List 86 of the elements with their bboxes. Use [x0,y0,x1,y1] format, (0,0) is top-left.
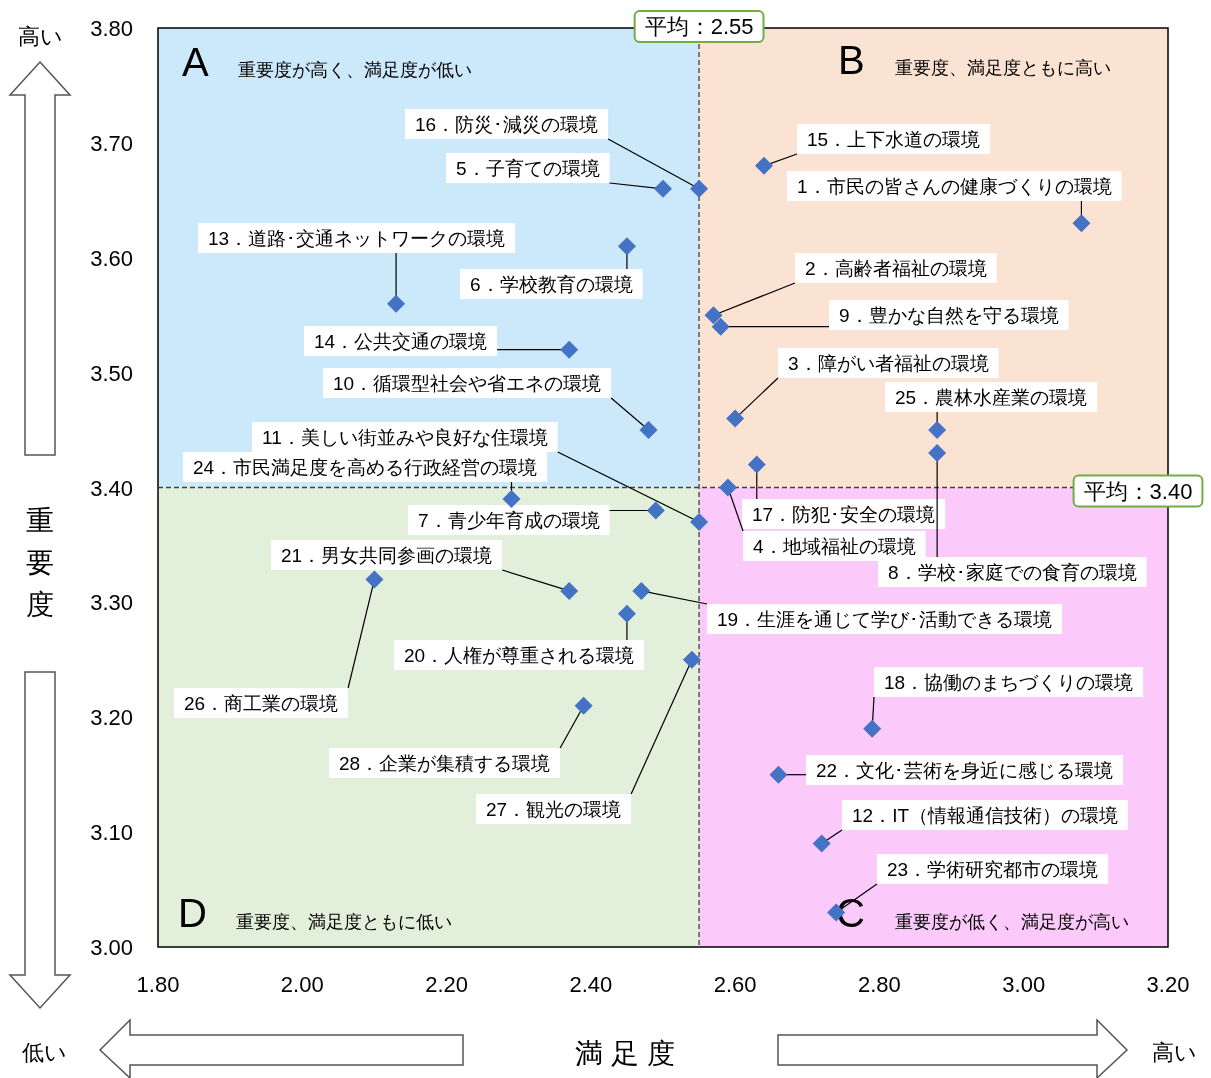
y-tick-label: 3.00 [90,935,133,960]
annotation: 27．観光の環境 [486,799,622,820]
ref-line-label: 平均：3.40 [1083,478,1193,504]
y-tick-label: 3.60 [90,245,133,271]
point [711,317,730,336]
point [718,478,737,497]
annotation: 12．IT（情報通信技術）の環境 [852,805,1119,826]
point [365,570,384,589]
annotation: 10．循環型社会や省エネの環境 [333,373,602,394]
point [574,696,593,715]
y-tick-label: 3.30 [90,590,133,616]
x-tick-label: 2.40 [569,972,613,997]
annotation: 9．豊かな自然を守る環境 [839,305,1059,326]
annotation: 24．市民満足度を高める行政経営の環境 [193,457,538,478]
annotation: 4．地域福祉の環境 [753,536,916,557]
text: 低い [22,1040,67,1065]
x-tick-label: 2.60 [713,972,757,997]
y-axis-title: 重要度 [26,505,54,620]
annotation: A [182,40,209,84]
y-tick-label: 3.40 [90,475,133,501]
y-tick-label: 3.80 [90,16,133,41]
point [812,834,831,853]
point [769,765,788,784]
point [560,581,579,600]
x-tick-label: 3.00 [1002,972,1046,997]
point [863,719,882,738]
point [654,179,672,198]
point [682,650,701,669]
y-tick-label: 3.10 [90,820,133,846]
point [690,512,709,531]
annotation: 7．青少年育成の環境 [418,510,600,531]
point [632,581,651,600]
point [639,421,658,440]
x-axis-title: 満 足 度 [575,1038,675,1069]
x-tick-label: 1.80 [136,972,180,997]
annotation: 25．農林水産業の環境 [895,387,1088,408]
annotation: 21．男女共同参画の環境 [281,545,493,566]
text: 高い [18,24,63,49]
annotation: 1．市民の皆さんの健康づくりの環境 [797,176,1112,197]
annotation: 16．防災･減災の環境 [415,114,599,135]
annotation: 重要度、満足度ともに低い [236,912,452,932]
point [690,179,709,198]
annotation: 重要度、満足度ともに高い [895,58,1111,78]
point [747,455,766,474]
point [387,294,406,313]
annotation: 26．商工業の環境 [184,693,339,714]
annotation: 13．道路･交通ネットワークの環境 [208,228,506,249]
point [928,421,947,440]
point [928,444,947,463]
annotation: 22．文化･芸術を身近に感じる環境 [816,760,1114,781]
annotation: D [178,891,207,935]
point [755,156,773,175]
annotation: 14．公共交通の環境 [314,331,488,352]
y-tick-label: 3.50 [90,360,133,386]
annotation: 5．子育ての環境 [456,158,600,179]
x-tick-label: 2.00 [280,972,324,997]
point [617,604,636,623]
ref-line-label: 平均：2.55 [644,14,754,39]
annotation: 20．人権が尊重される環境 [404,645,635,666]
annotation: 重要度が高く、満足度が低い [238,60,472,80]
annotation: 18．協働のまちづくりの環境 [884,672,1134,693]
annotation: B [838,38,865,82]
annotation: 23．学術研究都市の環境 [887,859,1099,880]
annotation: 重要度が低く、満足度が高い [895,912,1129,932]
annotation: 2．高齢者福祉の環境 [805,258,987,279]
point [646,501,665,520]
y-tick-label: 3.20 [90,705,133,731]
point [502,489,521,508]
x-tick-label: 2.80 [858,972,901,997]
point [726,409,745,428]
point [560,340,579,359]
point [617,237,636,256]
point [1072,214,1091,233]
annotation: 15．上下水道の環境 [807,129,981,150]
x-tick-label: 3.20 [1146,972,1190,997]
y-tick-label: 3.70 [90,130,133,156]
annotation: 19．生涯を通じて学び･活動できる環境 [717,609,1053,630]
x-tick-label: 2.20 [425,972,468,997]
annotation: 8．学校･家庭での食育の環境 [888,562,1137,583]
annotation: 11．美しい街並みや良好な住環境 [262,427,548,448]
annotation: 6．学校教育の環境 [470,274,633,295]
text: 高い [1152,1040,1197,1065]
annotation: 17．防犯･安全の環境 [752,504,936,525]
annotation: 28．企業が集積する環境 [339,753,551,774]
point [704,306,723,325]
annotation: 3．障がい者福祉の環境 [788,353,989,374]
